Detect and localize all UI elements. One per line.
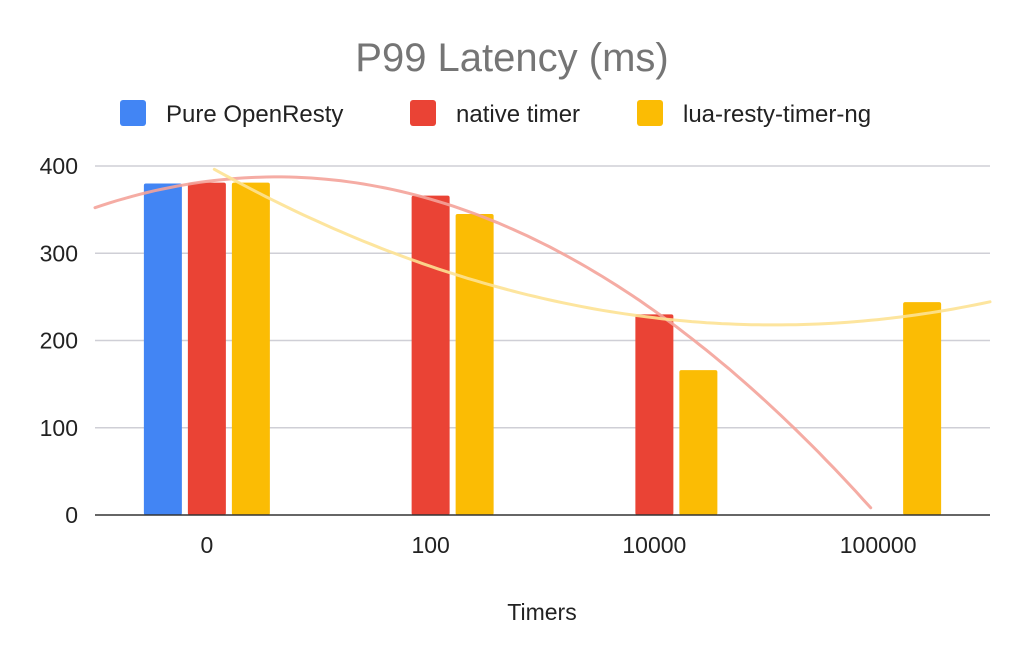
legend-swatch-native-timer	[410, 100, 436, 126]
y-tick-label: 100	[40, 415, 78, 441]
y-axis-ticks: 0 100 200 300 400	[40, 153, 78, 528]
y-tick-label: 300	[40, 240, 78, 266]
bars	[143, 182, 942, 516]
legend-label-lua-resty-timer-ng: lua-resty-timer-ng	[683, 101, 871, 128]
bar-pure-openresty-0	[143, 183, 182, 515]
x-tick-label: 100	[411, 532, 449, 558]
legend-label-pure-openresty: Pure OpenResty	[166, 101, 343, 128]
bar-native-timer-100	[411, 195, 450, 516]
legend-label-native-timer: native timer	[456, 101, 580, 128]
bar-lua-resty-timer-ng-0	[231, 182, 270, 515]
trendline-lua-resty-timer-ng	[212, 167, 992, 327]
x-tick-label: 100000	[840, 532, 917, 558]
bar-lua-resty-timer-ng-100000	[903, 302, 942, 515]
bar-native-timer-0	[187, 182, 226, 515]
y-tick-label: 0	[65, 502, 78, 528]
x-tick-label: 0	[200, 532, 213, 558]
bar-native-timer-10000	[635, 314, 674, 515]
trendline-native-timer	[93, 175, 873, 510]
legend: Pure OpenResty native timer lua-resty-ti…	[120, 100, 871, 128]
y-tick-label: 200	[40, 328, 78, 354]
legend-swatch-lua-resty-timer-ng	[637, 100, 663, 126]
legend-swatch-pure-openresty	[120, 100, 146, 126]
bar-lua-resty-timer-ng-100	[455, 213, 494, 516]
x-tick-label: 10000	[622, 532, 686, 558]
bar-lua-resty-timer-ng-10000	[679, 370, 718, 515]
x-axis-title: Timers	[507, 599, 576, 625]
y-tick-label: 400	[40, 153, 78, 179]
chart-title: P99 Latency (ms)	[355, 36, 668, 80]
trendlines	[93, 167, 992, 510]
x-axis-ticks: 0 100 10000 100000	[200, 532, 916, 558]
